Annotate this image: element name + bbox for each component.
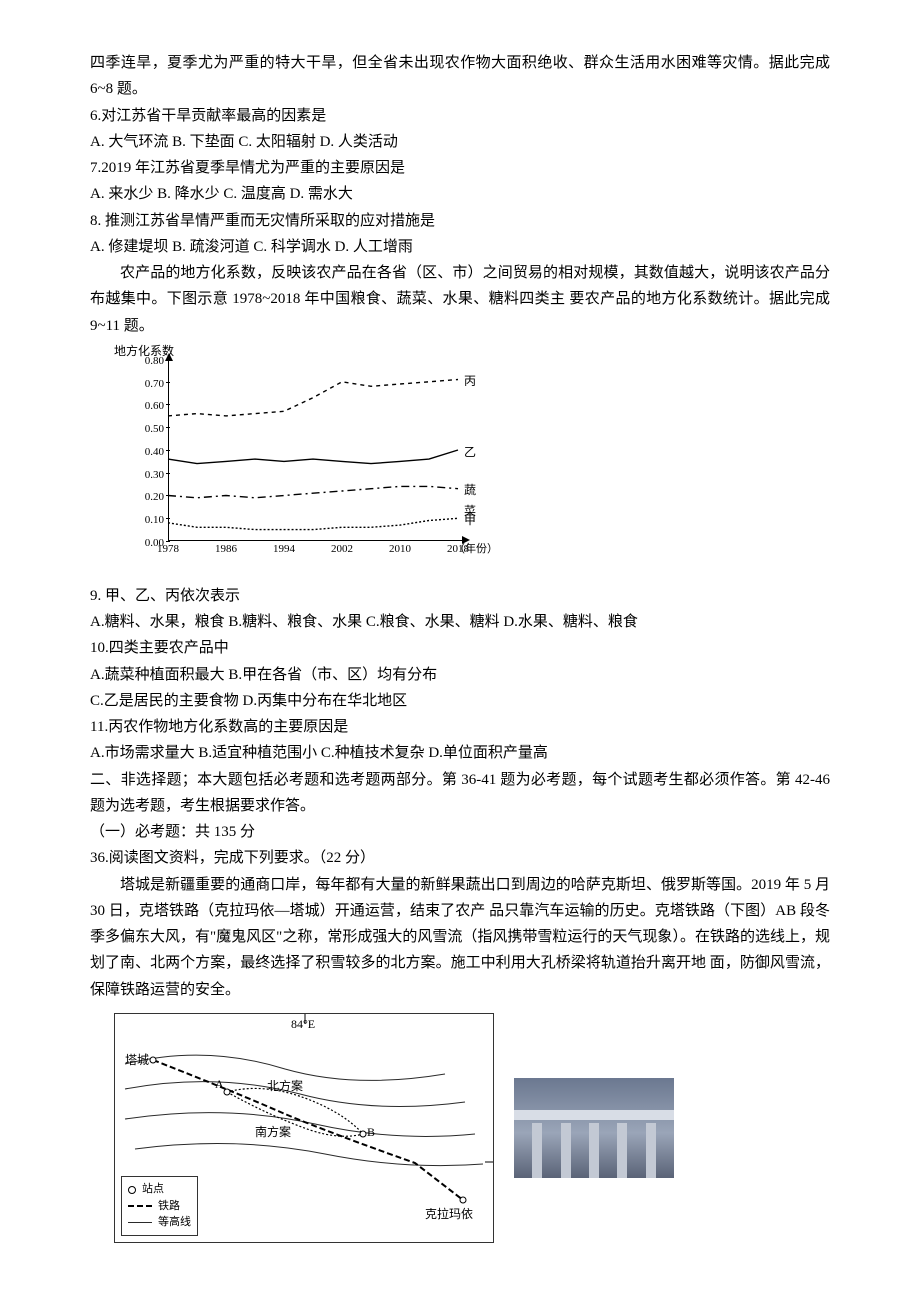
series-label-乙: 乙 <box>464 442 476 463</box>
station-icon <box>128 1186 136 1194</box>
y-tick-label: 0.80 <box>134 352 164 371</box>
q8-stem: 8. 推测江苏省旱情严重而无灾情所采取的应对措施是 <box>90 208 830 234</box>
place-kelamayi: 克拉玛依 <box>425 1204 473 1225</box>
y-tick-label: 0.50 <box>134 420 164 439</box>
series-甲 <box>168 518 458 529</box>
bridge-pillars <box>514 1123 674 1178</box>
x-tick-label: 2002 <box>331 540 353 559</box>
q7-stem: 7.2019 年江苏省夏季旱情尤为严重的主要原因是 <box>90 155 830 181</box>
paragraph-intro1: 四季连旱，夏季尤为严重的特大干旱，但全省未出现农作物大面积绝收、群众生活用水困难… <box>90 50 830 103</box>
q36-body: 塔城是新疆重要的通商口岸，每年都有大量的新鲜果蔬出口到周边的哈萨克斯坦、俄罗斯等… <box>90 872 830 1003</box>
chart-xlabel: （年份） <box>454 540 498 559</box>
bridge-photo <box>514 1078 674 1178</box>
series-乙 <box>168 450 458 464</box>
q8-opts: A. 修建堤坝 B. 疏浚河道 C. 科学调水 D. 人工增雨 <box>90 234 830 260</box>
legend-contour: 等高线 <box>128 1214 191 1231</box>
y-tick-label: 0.20 <box>134 488 164 507</box>
x-tick-label: 1994 <box>273 540 295 559</box>
y-tick-label: 0.60 <box>134 397 164 416</box>
place-south: 南方案 <box>255 1122 291 1143</box>
bridge-deck <box>514 1110 674 1120</box>
y-tick-label: 0.70 <box>134 375 164 394</box>
y-tick-label: 0.30 <box>134 466 164 485</box>
series-蔬菜 <box>168 486 458 497</box>
legend-railway: 铁路 <box>128 1198 191 1215</box>
q10-opts-line2: C.乙是居民的主要食物 D.丙集中分布在华北地区 <box>90 688 830 714</box>
chart-series <box>168 359 458 541</box>
contour-icon <box>128 1222 152 1223</box>
x-tick-label: 2010 <box>389 540 411 559</box>
legend-station: 站点 <box>128 1181 191 1198</box>
y-tick-label: 0.10 <box>134 511 164 530</box>
q10-stem: 10.四类主要农产品中 <box>90 635 830 661</box>
q36-stem: 36.阅读图文资料，完成下列要求。（22 分） <box>90 845 830 871</box>
q11-stem: 11.丙农作物地方化系数高的主要原因是 <box>90 714 830 740</box>
map-row: 84°E 46° N 塔城 A 北方案 南方案 B 克拉玛依 站点 铁路 等高线 <box>114 1013 830 1243</box>
railway-icon <box>128 1205 152 1207</box>
q11-opts: A.市场需求量大 B.适宜种植范围小 C.种植技术复杂 D.单位面积产量高 <box>90 740 830 766</box>
place-b: B <box>367 1122 375 1143</box>
place-tacheng: 塔城 <box>125 1050 149 1071</box>
q9-opts: A.糖料、水果，粮食 B.糖料、粮食、水果 C.粮食、水果、糖料 D.水果、糖料… <box>90 609 830 635</box>
q6-opts: A. 大气环流 B. 下垫面 C. 太阳辐射 D. 人类活动 <box>90 129 830 155</box>
map-legend: 站点 铁路 等高线 <box>121 1176 198 1236</box>
x-tick-label: 1978 <box>157 540 179 559</box>
series-label-丙: 丙 <box>464 371 476 392</box>
x-tick-label: 1986 <box>215 540 237 559</box>
series-丙 <box>168 379 458 415</box>
legend-station-label: 站点 <box>142 1181 164 1198</box>
line-chart: 地方化系数 0.000.100.200.300.400.500.600.700.… <box>114 349 474 569</box>
section2-sub: （一）必考题：共 135 分 <box>90 819 830 845</box>
q6-stem: 6.对江苏省干旱贡献率最高的因素是 <box>90 103 830 129</box>
place-north: 北方案 <box>267 1076 303 1097</box>
paragraph-intro2: 农产品的地方化系数，反映该农产品在各省（区、市）之间贸易的相对规模，其数值越大，… <box>90 260 830 339</box>
q10-opts-line1: A.蔬菜种植面积最大 B.甲在各省（市、区）均有分布 <box>90 662 830 688</box>
q7-opts: A. 来水少 B. 降水少 C. 温度高 D. 需水大 <box>90 181 830 207</box>
section2-heading: 二、非选择题；本大题包括必考题和选考题两部分。第 36-41 题为必考题，每个试… <box>90 767 830 820</box>
lon-label: 84°E <box>291 1014 315 1035</box>
map-figure: 84°E 46° N 塔城 A 北方案 南方案 B 克拉玛依 站点 铁路 等高线 <box>114 1013 494 1243</box>
y-tick-label: 0.40 <box>134 443 164 462</box>
legend-contour-label: 等高线 <box>158 1214 191 1231</box>
series-label-蔬菜: 蔬菜 <box>464 480 476 522</box>
place-a: A <box>215 1074 224 1095</box>
legend-railway-label: 铁路 <box>158 1198 180 1215</box>
q9-stem: 9. 甲、乙、丙依次表示 <box>90 583 830 609</box>
